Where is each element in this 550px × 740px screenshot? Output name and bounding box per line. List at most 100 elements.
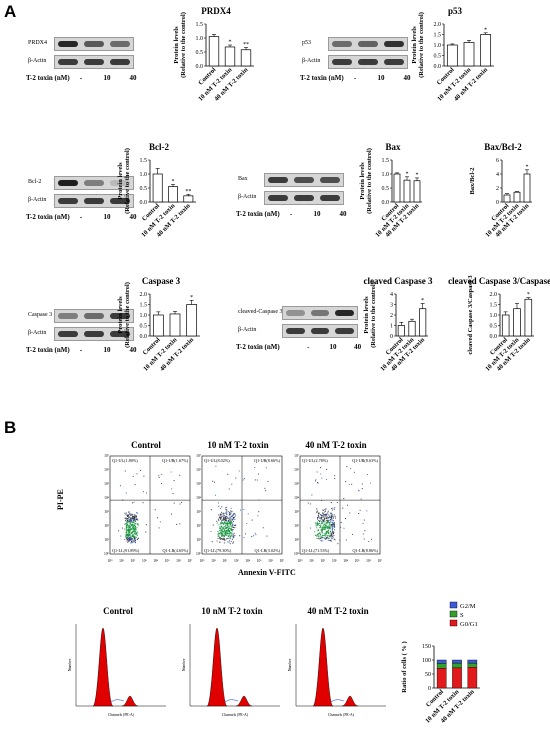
flow-dot xyxy=(326,531,328,533)
flow-dot xyxy=(322,512,324,514)
flow-dot xyxy=(363,538,365,540)
flow-dot xyxy=(363,519,365,521)
flow-dot xyxy=(325,519,327,522)
flow-dot xyxy=(136,527,138,529)
flow-dot xyxy=(254,467,256,469)
y-tick-label: 0.0 xyxy=(434,64,442,70)
y-tick-label: 3 xyxy=(390,303,393,309)
flow-dot xyxy=(337,543,339,545)
flow-dot xyxy=(127,541,129,543)
flow-dot xyxy=(327,529,329,531)
flow-dot xyxy=(324,509,326,511)
flow-dot xyxy=(319,527,321,529)
flow-dot xyxy=(332,507,334,509)
histogram-title: 40 nM T-2 toxin xyxy=(307,606,369,616)
y-tick-label: 1.5 xyxy=(196,22,204,28)
flow-dot xyxy=(222,526,224,528)
x-tick-label: 10⁴ xyxy=(153,559,159,563)
g0g1-peak xyxy=(206,627,228,707)
flow-dot xyxy=(336,501,338,504)
flow-dot xyxy=(226,537,228,539)
flow-dot xyxy=(320,467,322,469)
flow-dot xyxy=(256,479,258,481)
flow-dot xyxy=(325,510,327,512)
flow-scatter: Q1-UL(2.78%) Q1-UR(8.63%) Q1-LL(71.53%) Q1-… xyxy=(294,454,382,563)
significance-mark: * xyxy=(527,292,530,298)
flow-dot xyxy=(317,535,319,537)
protein-band xyxy=(358,41,378,47)
flow-dot xyxy=(224,520,227,522)
flow-dot xyxy=(361,483,363,485)
blot-actin-label: β-Actin xyxy=(302,58,321,64)
flow-dot xyxy=(127,515,129,517)
flow-y-label: PI-PE xyxy=(56,489,65,510)
flow-dot xyxy=(133,522,135,524)
flow-dot xyxy=(126,535,128,537)
flow-dot xyxy=(121,527,123,529)
flow-dot xyxy=(226,515,228,517)
y-tick-label: 10⁰ xyxy=(294,552,300,556)
flow-dot xyxy=(124,520,127,522)
flow-dot xyxy=(228,520,230,522)
flow-dot xyxy=(231,538,233,540)
flow-dot xyxy=(218,517,220,519)
flow-dot xyxy=(220,522,222,524)
western-blot: Caspase 3 β-Actin T-2 toxin (nM) - 10 40 xyxy=(26,308,178,356)
y-tick-label: 10³ xyxy=(294,510,300,514)
flow-dot xyxy=(128,514,130,516)
flow-dot xyxy=(129,534,132,536)
flow-dot xyxy=(315,525,317,527)
flow-dot xyxy=(132,513,134,515)
significance-mark: ** xyxy=(185,189,191,195)
flow-dot xyxy=(224,539,226,542)
flow-dot xyxy=(222,523,224,525)
bar-chart-svg: Protein levels (Relative to the control) 0… xyxy=(411,12,494,103)
y-tick-label: 1.0 xyxy=(490,313,498,319)
flow-dot xyxy=(320,526,322,528)
lane-label: 40 xyxy=(129,74,137,82)
flow-dot xyxy=(231,529,233,531)
flow-dot xyxy=(132,535,134,537)
flow-dot xyxy=(326,518,328,520)
flow-dot xyxy=(225,522,228,524)
y-tick-label: 1.0 xyxy=(382,172,390,178)
flow-dot xyxy=(319,524,321,526)
flow-dot xyxy=(217,531,219,533)
protein-band xyxy=(268,177,288,183)
flow-dot xyxy=(333,524,335,526)
bar-chart: PRDX4 Protein levels (Relative to the cont… xyxy=(172,6,260,126)
lane-label: 10 xyxy=(103,74,111,82)
flow-dot xyxy=(332,517,334,519)
flow-dot xyxy=(326,516,328,518)
flow-dot xyxy=(328,522,331,524)
actin-band xyxy=(58,59,78,65)
flow-dot xyxy=(318,537,320,539)
flow-dot xyxy=(227,473,229,475)
western-blot: PRDX4 β-Actin T-2 toxin (nM) - 10 40 xyxy=(26,36,178,84)
flow-dot xyxy=(223,524,225,526)
bar xyxy=(419,308,427,337)
flow-dot xyxy=(321,531,323,533)
flow-dot xyxy=(127,539,129,541)
flow-dot xyxy=(333,538,335,540)
flow-dot xyxy=(210,530,212,533)
bar-chart-svg: Protein levels (Relative to the control) 0… xyxy=(117,148,196,239)
flow-dot xyxy=(326,468,328,470)
flow-dot xyxy=(132,534,134,536)
flow-dot xyxy=(351,483,353,485)
y-tick-label: 0 xyxy=(390,334,393,340)
flow-dot xyxy=(179,474,181,476)
flow-dot xyxy=(132,475,134,478)
flow-dot xyxy=(318,516,320,518)
flow-dot xyxy=(134,521,137,523)
flow-dot xyxy=(133,538,135,540)
flow-dot xyxy=(222,530,224,532)
flow-dot xyxy=(331,529,334,531)
significance-mark: * xyxy=(406,171,409,177)
y-tick-label: 10¹ xyxy=(294,538,299,542)
flow-dot xyxy=(324,523,326,525)
stacked-bar-segment xyxy=(436,659,447,664)
flow-dot xyxy=(130,529,132,531)
flow-dot xyxy=(220,516,222,518)
flow-dot xyxy=(325,527,327,529)
